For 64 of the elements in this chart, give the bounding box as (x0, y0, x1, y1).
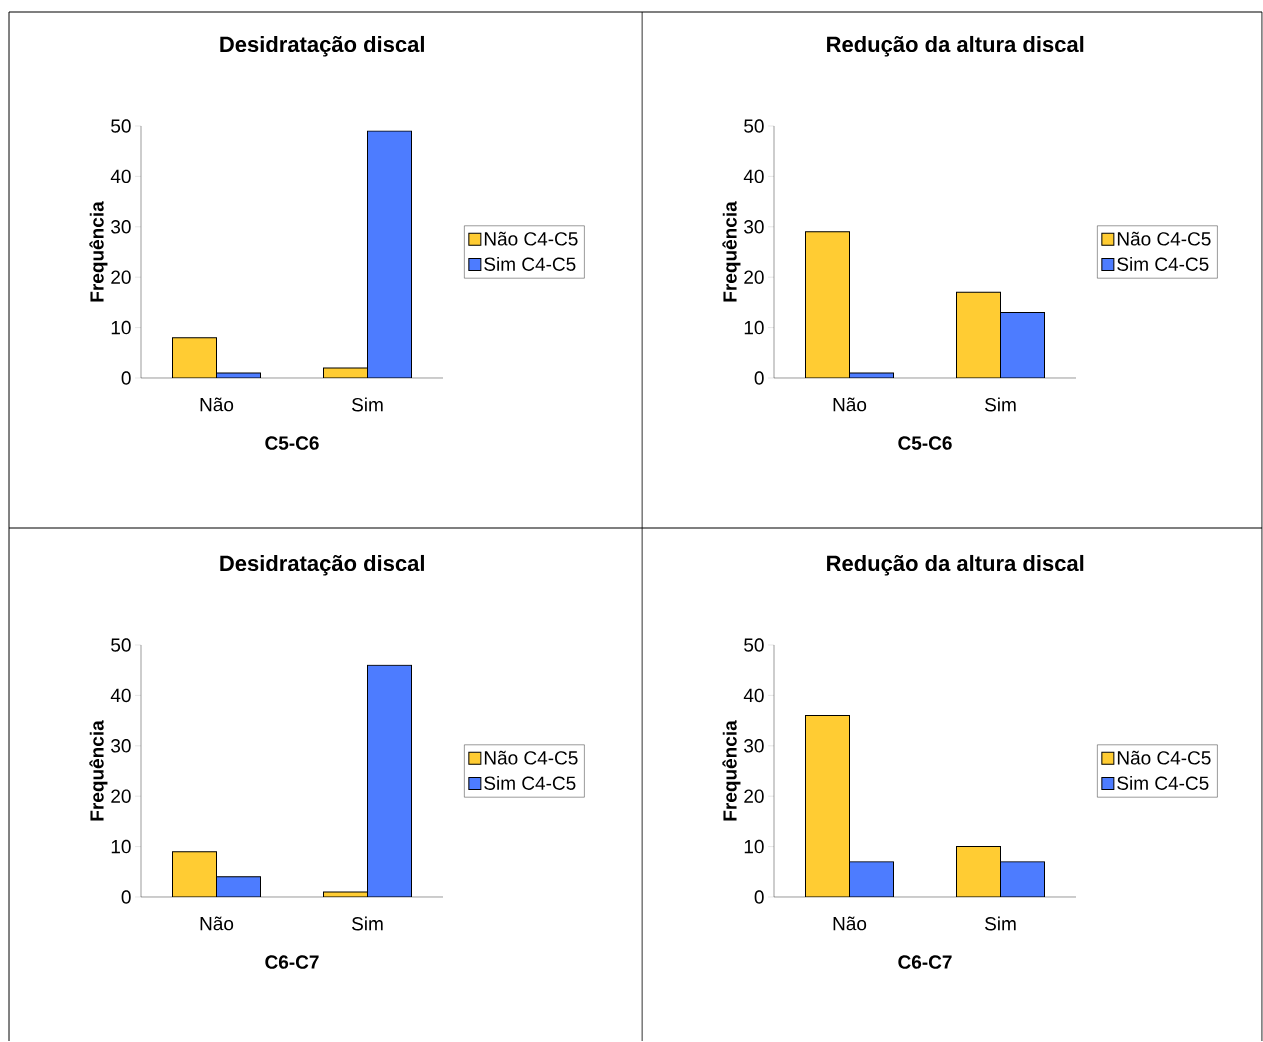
legend-label: Não C4-C5 (1117, 751, 1211, 765)
bar (367, 664, 412, 898)
bar (956, 846, 1002, 898)
x-tick-label: Não (200, 916, 234, 931)
bar (216, 876, 261, 898)
chart-title: Redução da altura discal (827, 555, 1084, 576)
bar (172, 851, 217, 898)
bar (1000, 312, 1046, 379)
bar (1000, 861, 1046, 898)
y-tick-label: 20 (111, 789, 131, 804)
y-tick-label: 50 (111, 119, 131, 133)
y-tick-label: 30 (744, 739, 764, 753)
y-tick-label: 10 (111, 840, 131, 854)
legend-label: Sim C4-C5 (1117, 257, 1209, 272)
legend-label: Não C4-C5 (1117, 232, 1211, 246)
y-axis-title: Frequência (89, 720, 108, 821)
legend-label: Não C4-C5 (484, 232, 578, 246)
y-tick-label: 50 (744, 119, 764, 133)
y-tick-label: 40 (110, 169, 131, 184)
y-tick-label: 20 (744, 270, 764, 285)
y-tick-label: 10 (111, 321, 131, 335)
y-axis-title: Frequência (722, 720, 741, 821)
y-tick-label: 0 (121, 890, 131, 904)
y-axis-title: Frequência (89, 201, 108, 302)
y-tick-label: 40 (743, 169, 764, 184)
y-tick-label: 30 (744, 220, 764, 234)
legend-label: Sim C4-C5 (484, 776, 576, 791)
x-tick-label: Sim (352, 397, 383, 412)
y-tick-label: 20 (744, 789, 764, 804)
y-tick-label: 50 (111, 638, 131, 652)
y-tick-label: 30 (111, 220, 131, 234)
legend-label: Sim C4-C5 (484, 257, 576, 272)
y-tick-label: 10 (744, 840, 764, 854)
x-axis-title: C6-C7 (898, 955, 952, 970)
y-tick-label: 40 (743, 688, 764, 703)
y-tick-label: 0 (754, 371, 764, 385)
y-tick-label: 30 (111, 739, 131, 753)
legend-label: Não C4-C5 (484, 751, 578, 765)
x-axis-title: C6-C7 (265, 955, 319, 970)
y-tick-label: 50 (744, 638, 764, 652)
x-tick-label: Sim (352, 916, 383, 931)
bar (956, 292, 1002, 379)
bar (849, 861, 895, 898)
bar (172, 337, 217, 379)
x-tick-label: Sim (985, 916, 1016, 931)
chart-title: Desidratação discal (220, 36, 424, 57)
chart-title: Desidratação discal (220, 555, 424, 576)
y-tick-label: 0 (754, 890, 764, 904)
y-axis-title: Frequência (722, 201, 741, 302)
legend-label: Sim C4-C5 (1117, 776, 1209, 791)
x-axis-title: C5-C6 (898, 436, 952, 451)
bar (805, 231, 851, 379)
chart-title: Redução da altura discal (827, 36, 1084, 57)
x-axis-title: C5-C6 (265, 436, 319, 451)
x-tick-label: Não (833, 916, 867, 931)
y-tick-label: 0 (121, 371, 131, 385)
x-tick-label: Não (200, 397, 234, 412)
x-tick-label: Sim (985, 397, 1016, 412)
bar (367, 130, 412, 379)
x-tick-label: Não (833, 397, 867, 412)
bar (805, 715, 851, 898)
y-tick-label: 40 (110, 688, 131, 703)
y-tick-label: 20 (111, 270, 131, 285)
y-tick-label: 10 (744, 321, 764, 335)
